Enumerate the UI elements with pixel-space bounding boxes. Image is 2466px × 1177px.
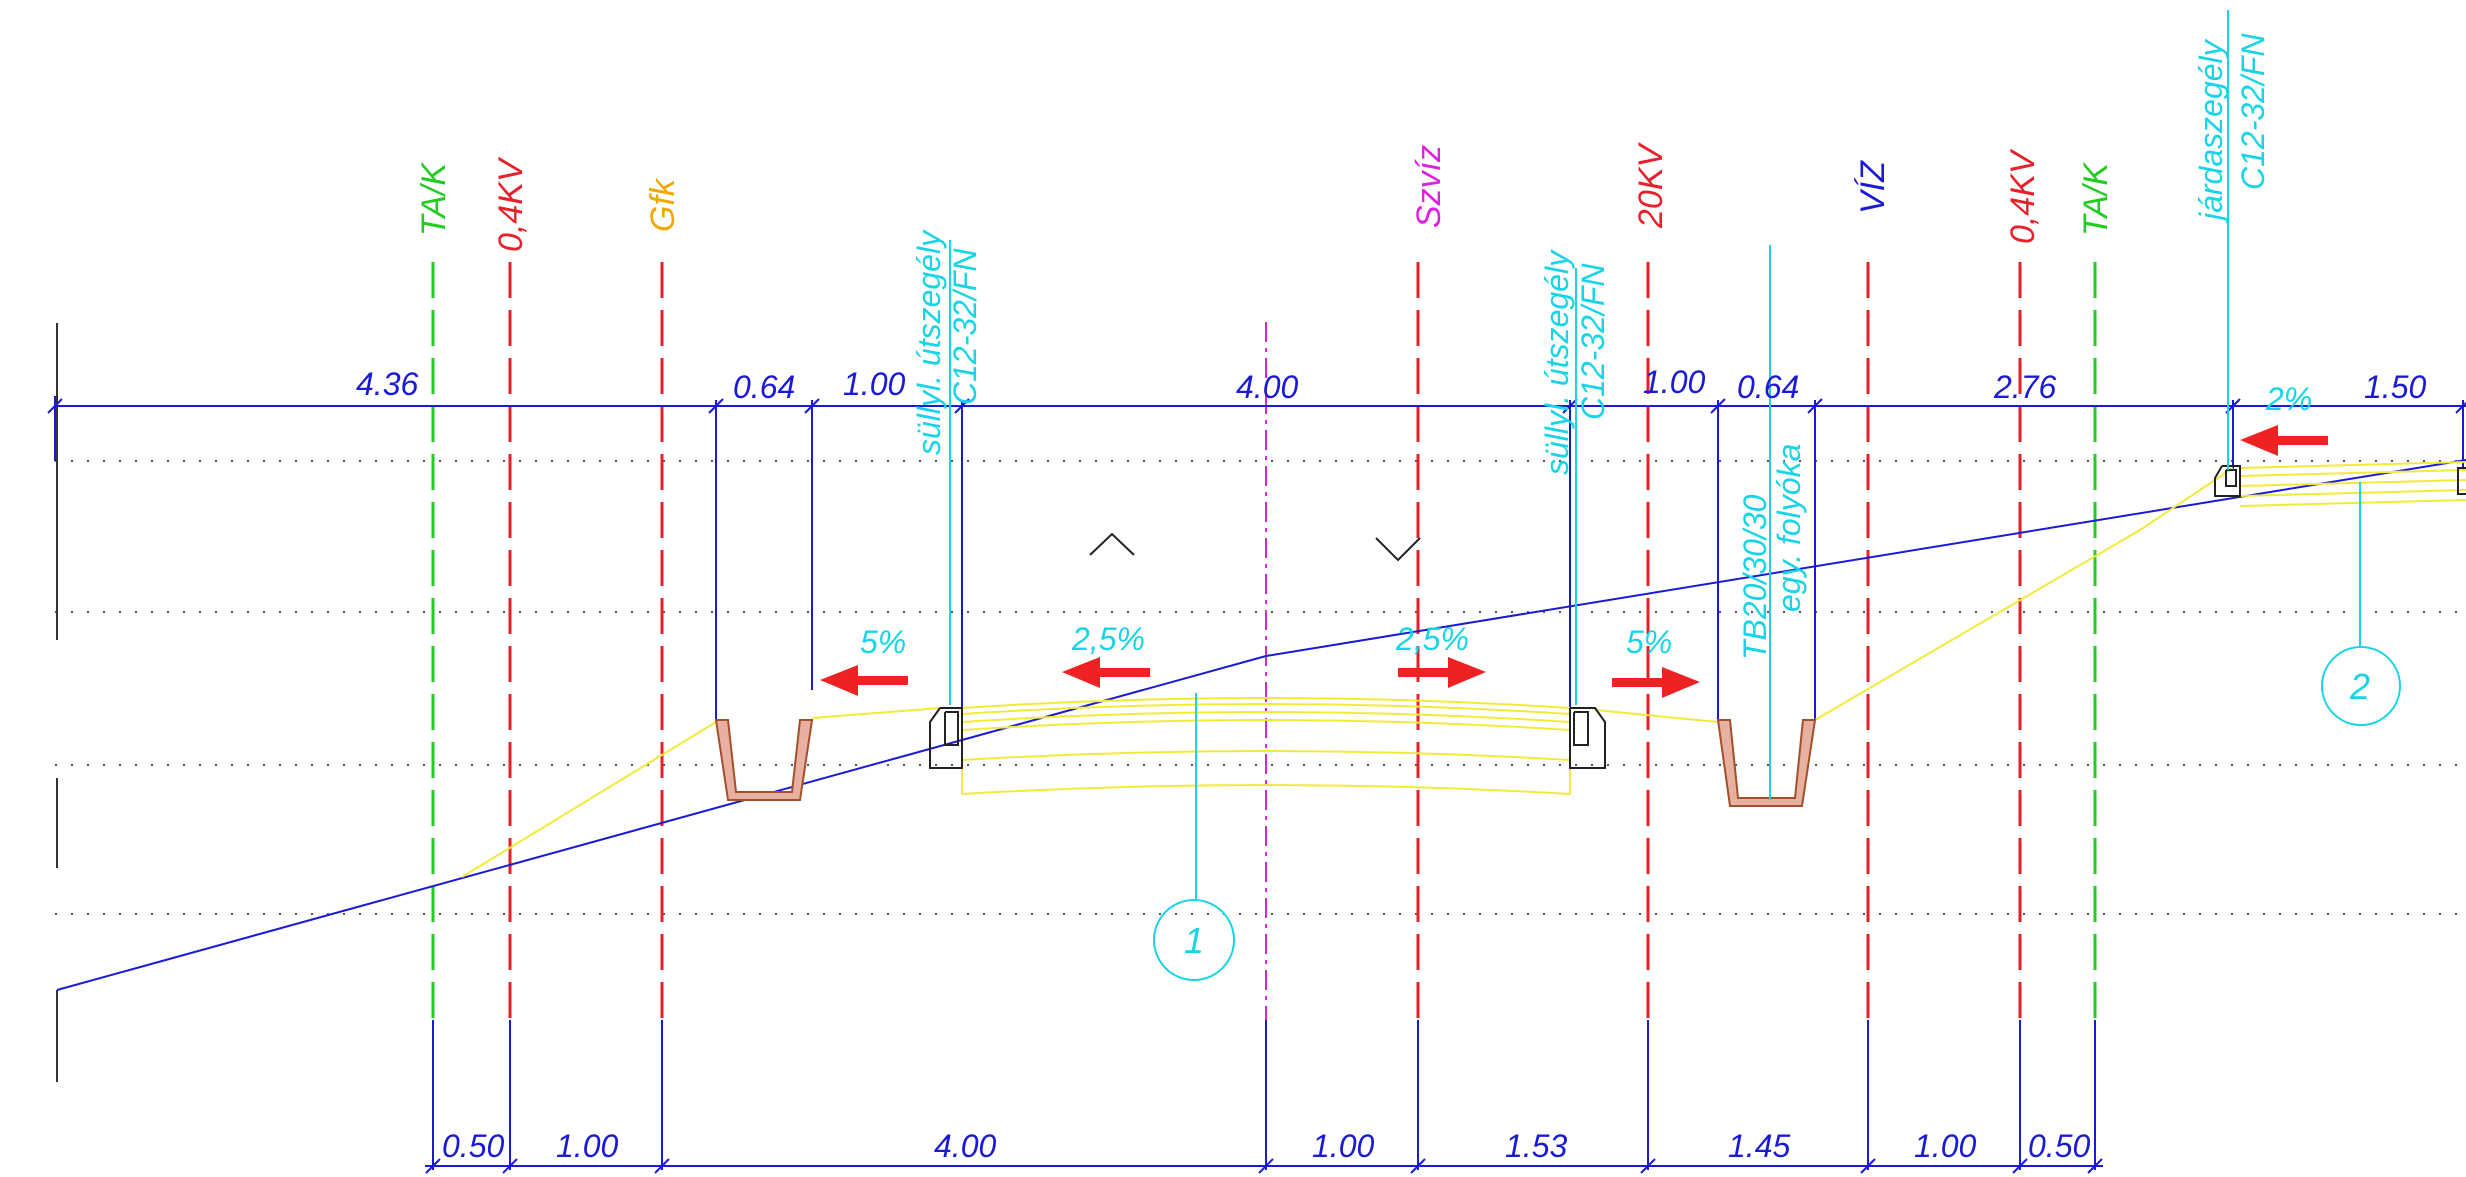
- element-labels: süllyl. útszegély C12-32/FN süllyl. útsz…: [911, 33, 2271, 660]
- sidewalk-curb-label-line1: járdaszegély: [2193, 38, 2229, 224]
- bottom-dim-2: 1.00: [556, 1128, 618, 1164]
- bottom-dimension-line: [425, 1158, 2103, 1174]
- sidewalk-curb-label-line2: C12-32/FN: [2235, 33, 2271, 190]
- slope-arrow-left-inner: [1062, 657, 1150, 688]
- dotted-reference-lines: [55, 460, 2466, 915]
- curb-sidewalk: [2214, 465, 2466, 497]
- gutter-label-line2: egy. folyóka: [1771, 444, 1807, 612]
- utility-label-tak-left: TA/K: [415, 162, 453, 236]
- curb-left-label-line1: süllyl. útszegély: [911, 229, 947, 455]
- curb-right-label-line1: süllyl. útszegély: [1539, 249, 1575, 475]
- slope-label-left-inner: 2,5%: [1071, 621, 1145, 657]
- bottom-dim-6: 1.45: [1728, 1128, 1790, 1164]
- top-dim-7: 2.76: [1993, 369, 2056, 405]
- slope-arrow-right-inner: [1398, 657, 1486, 688]
- bottom-dimension-labels: 0.50 1.00 4.00 1.00 1.53 1.45 1.00 0.50: [442, 1128, 2090, 1164]
- slope-label-left-outer: 5%: [860, 624, 906, 660]
- bottom-dim-1: 0.50: [442, 1128, 504, 1164]
- detail-marker-labels: 1 2: [1184, 666, 2370, 961]
- detail-marker-1: 1: [1184, 920, 1204, 961]
- utility-label-04kv-right: 0,4KV: [2004, 148, 2042, 244]
- utility-label-viz: VÍZ: [1854, 160, 1892, 214]
- bottom-dim-8: 0.50: [2028, 1128, 2090, 1164]
- curb-right-label-line2: C12-32/FN: [1575, 263, 1611, 420]
- terrain-line: [56, 459, 2466, 991]
- gutter-label-line1: TB20/30/30: [1737, 494, 1773, 660]
- crown-chevrons: [1089, 532, 1421, 562]
- bottom-dim-5: 1.53: [1505, 1128, 1567, 1164]
- curb-left-label-line2: C12-32/FN: [947, 248, 983, 405]
- gutter-right: [1716, 719, 1817, 807]
- slope-arrow-right-outer: [1612, 667, 1700, 698]
- curb-left: [929, 707, 963, 769]
- slope-label-right-outer: 5%: [1626, 624, 1672, 660]
- detail-marker-2: 2: [2349, 666, 2370, 707]
- top-dimension-line: [47, 396, 2466, 735]
- label-leaders: [949, 10, 2361, 900]
- top-dim-5: 1.00: [1643, 364, 1705, 400]
- curb-right: [1569, 707, 1606, 769]
- utility-label-gfk: Gfk: [644, 177, 682, 232]
- bottom-dim-4: 1.00: [1312, 1128, 1374, 1164]
- utility-label-tak-right: TA/K: [2077, 162, 2115, 236]
- gutter-left: [714, 719, 814, 801]
- utility-label-20kv: 20KV: [1632, 142, 1670, 229]
- detail-marker-circles: [1153, 646, 2401, 981]
- top-dim-8: 1.50: [2364, 369, 2426, 405]
- slope-label-right-inner: 2,5%: [1395, 621, 1469, 657]
- bottom-dim-3: 4.00: [934, 1128, 996, 1164]
- top-dim-6: 0.64: [1737, 369, 1799, 405]
- bottom-extension-lines: [432, 1020, 2096, 1170]
- slope-label-sidewalk: 2%: [2265, 381, 2312, 417]
- utility-lines: [431, 262, 2097, 1020]
- top-dim-2: 0.64: [733, 369, 795, 405]
- slope-arrow-sidewalk: [2240, 425, 2328, 456]
- top-dim-4: 4.00: [1236, 369, 1298, 405]
- slope-arrows: [820, 425, 2328, 698]
- bottom-dim-7: 1.00: [1914, 1128, 1976, 1164]
- top-dim-3: 1.00: [843, 366, 905, 402]
- pavement-layers: [461, 461, 2466, 878]
- top-dim-1: 4.36: [356, 366, 418, 402]
- top-dimension-labels: 4.36 0.64 1.00 4.00 1.00 0.64 2.76 1.50: [356, 364, 2426, 405]
- utility-label-04kv-left: 0,4KV: [492, 156, 530, 252]
- utility-labels: TA/K 0,4KV Gfk Szvíz 20KV VÍZ 0,4KV TA/K: [415, 142, 2115, 252]
- utility-label-szviz: Szvíz: [1410, 145, 1448, 228]
- slope-labels: 5% 2,5% 2,5% 5% 2%: [860, 381, 2312, 660]
- slope-arrow-left-outer: [820, 665, 908, 696]
